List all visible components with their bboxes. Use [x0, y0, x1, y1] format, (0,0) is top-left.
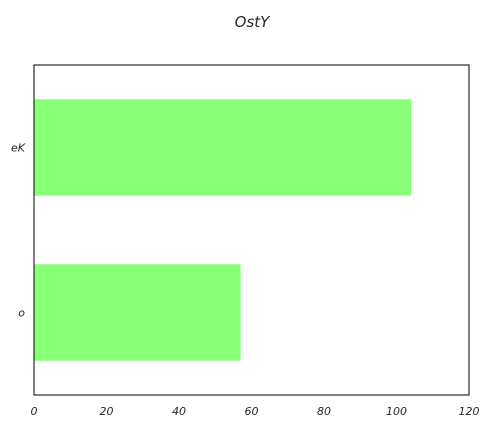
y-axis: eK o — [11, 142, 26, 320]
y-tick-label: eK — [11, 142, 26, 155]
x-tick-label: 20 — [100, 405, 114, 418]
x-tick-label: 100 — [386, 405, 407, 418]
x-tick-label: 80 — [317, 405, 331, 418]
x-tick-label: 0 — [31, 405, 38, 418]
x-axis: 0 20 40 60 80 100 120 — [31, 405, 480, 418]
bars-group — [34, 99, 411, 361]
bar-o — [34, 264, 241, 361]
plot-frame — [33, 64, 470, 396]
x-tick-label: 40 — [172, 405, 186, 418]
x-tick-label: 120 — [459, 405, 480, 418]
y-tick-label: o — [18, 307, 25, 320]
chart-title: OstY — [235, 13, 272, 31]
x-tick-label: 60 — [245, 405, 259, 418]
bar-eK — [34, 99, 411, 196]
